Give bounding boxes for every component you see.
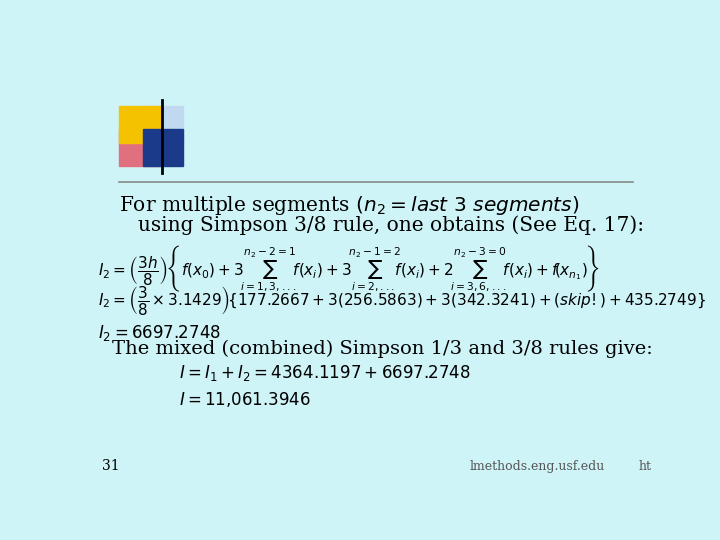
Bar [143,106,183,143]
Text: lmethods.eng.usf.edu: lmethods.eng.usf.edu [469,460,605,473]
Bar [143,130,183,166]
Text: $I = 11{,}061.3946$: $I = 11{,}061.3946$ [179,390,311,409]
Text: $I_2 = 6697.2748$: $I_2 = 6697.2748$ [98,323,221,343]
Bar [120,106,160,143]
Text: using Simpson 3/8 rule, one obtains (See Eq. 17):: using Simpson 3/8 rule, one obtains (See… [138,215,644,235]
Text: 31: 31 [102,459,120,473]
Text: ht: ht [639,460,652,473]
Text: $I_2 = \left(\dfrac{3h}{8}\right)\!\left\{f(x_0)+3\!\sum_{\substack{i=1,3,...}}^: $I_2 = \left(\dfrac{3h}{8}\right)\!\left… [98,244,600,294]
Text: The mixed (combined) Simpson 1/3 and 3/8 rules give:: The mixed (combined) Simpson 1/3 and 3/8… [112,340,652,358]
Bar [120,130,160,166]
Text: $I = I_1 + I_2 = 4364.1197 + 6697.2748$: $I = I_1 + I_2 = 4364.1197 + 6697.2748$ [179,363,471,383]
Text: $I_2 = \left(\dfrac{3}{8}\times 3.1429\right)\!\left\{177.2667+3(256.5863)+3(342: $I_2 = \left(\dfrac{3}{8}\times 3.1429\r… [98,284,706,317]
Text: For multiple segments $\left(n_2 = \mathit{last\ 3\ segments}\right)$: For multiple segments $\left(n_2 = \math… [120,194,580,217]
